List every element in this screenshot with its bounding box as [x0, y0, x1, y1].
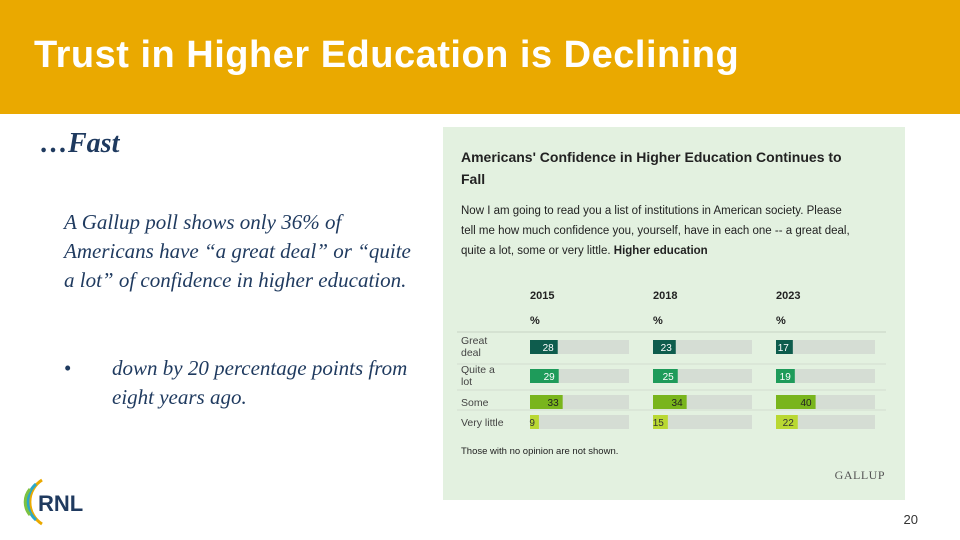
summary-text: A Gallup poll shows only 36% of American… — [64, 210, 411, 292]
title-banner: Trust in Higher Education is Declining — [0, 0, 960, 114]
row-label-0-line-1: Great — [461, 335, 487, 347]
chart-title-line-1: Americans' Confidence in Higher Educatio… — [461, 149, 842, 165]
data-label-0-2023: 17 — [778, 343, 790, 354]
data-label-3-2018: 15 — [653, 418, 665, 429]
bar-0-2018 — [653, 340, 676, 354]
bar-2-2015 — [530, 395, 563, 409]
row-label-0-line-2: deal — [461, 347, 481, 359]
data-label-1-2023: 19 — [780, 372, 792, 383]
rnl-logo: RNL — [23, 478, 83, 526]
bar-track-1-2023 — [776, 369, 875, 383]
rnl-logo-text: RNL — [38, 491, 83, 516]
data-label-3-2023: 22 — [783, 418, 795, 429]
question-line-1: Now I am going to read you a list of ins… — [461, 205, 842, 217]
bar-2-2018 — [653, 395, 687, 409]
question-line-3: quite a lot, some or very little. Higher… — [461, 245, 708, 257]
gallup-source-logo: GALLUP — [835, 468, 885, 482]
row-label-3: Very little — [461, 417, 504, 429]
data-label-1-2018: 25 — [663, 372, 675, 383]
data-label-0-2015: 28 — [543, 343, 555, 354]
bar-track-0-2018 — [653, 340, 752, 354]
data-label-2-2015: 33 — [548, 398, 560, 409]
year-header-2023: 2023 — [776, 290, 800, 302]
bar-2-2023 — [776, 395, 816, 409]
chart-title-line-2: Fall — [461, 171, 485, 187]
question-line-3-bold: Higher education — [614, 245, 708, 257]
data-label-0-2018: 23 — [661, 343, 673, 354]
bar-track-0-2023 — [776, 340, 875, 354]
chart-footnote: Those with no opinion are not shown. — [461, 446, 618, 457]
gallup-bar-chart: Americans' Confidence in Higher Educatio… — [457, 149, 886, 482]
data-label-2-2023: 40 — [800, 398, 812, 409]
row-label-1-line-2: lot — [461, 376, 472, 388]
bar-3-2018 — [653, 415, 668, 429]
unit-label-2018: % — [653, 315, 663, 327]
bar-1-2018 — [653, 369, 678, 383]
unit-label-2015: % — [530, 315, 540, 327]
bar-track-3-2015 — [530, 415, 629, 429]
bullet-marker: • — [64, 356, 72, 380]
bar-0-2023 — [776, 340, 793, 354]
year-header-2018: 2018 — [653, 290, 677, 302]
gallup-chart-panel: Americans' Confidence in Higher Educatio… — [443, 127, 905, 500]
row-label-2: Some — [461, 397, 489, 409]
year-header-2015: 2015 — [530, 290, 554, 302]
bar-track-3-2023 — [776, 415, 875, 429]
question-line-3-prefix: quite a lot, some or very little. — [461, 245, 614, 257]
data-label-2-2018: 34 — [672, 398, 684, 409]
bullet-text: down by 20 percentage points from eight … — [112, 356, 408, 409]
bar-1-2023 — [776, 369, 795, 383]
slide-title: Trust in Higher Education is Declining — [34, 34, 740, 76]
row-label-1-line-1: Quite a — [461, 364, 495, 376]
bar-3-2015 — [530, 415, 539, 429]
slide-subheading: …Fast — [40, 128, 120, 159]
bar-0-2015 — [530, 340, 558, 354]
unit-label-2023: % — [776, 315, 786, 327]
bar-track-3-2018 — [653, 415, 752, 429]
data-label-3-2015: 9 — [529, 418, 535, 429]
bar-3-2023 — [776, 415, 798, 429]
question-line-2: tell me how much confidence you, yoursel… — [461, 225, 850, 237]
page-number: 20 — [903, 512, 918, 527]
data-label-1-2015: 29 — [544, 372, 556, 383]
bar-1-2015 — [530, 369, 559, 383]
